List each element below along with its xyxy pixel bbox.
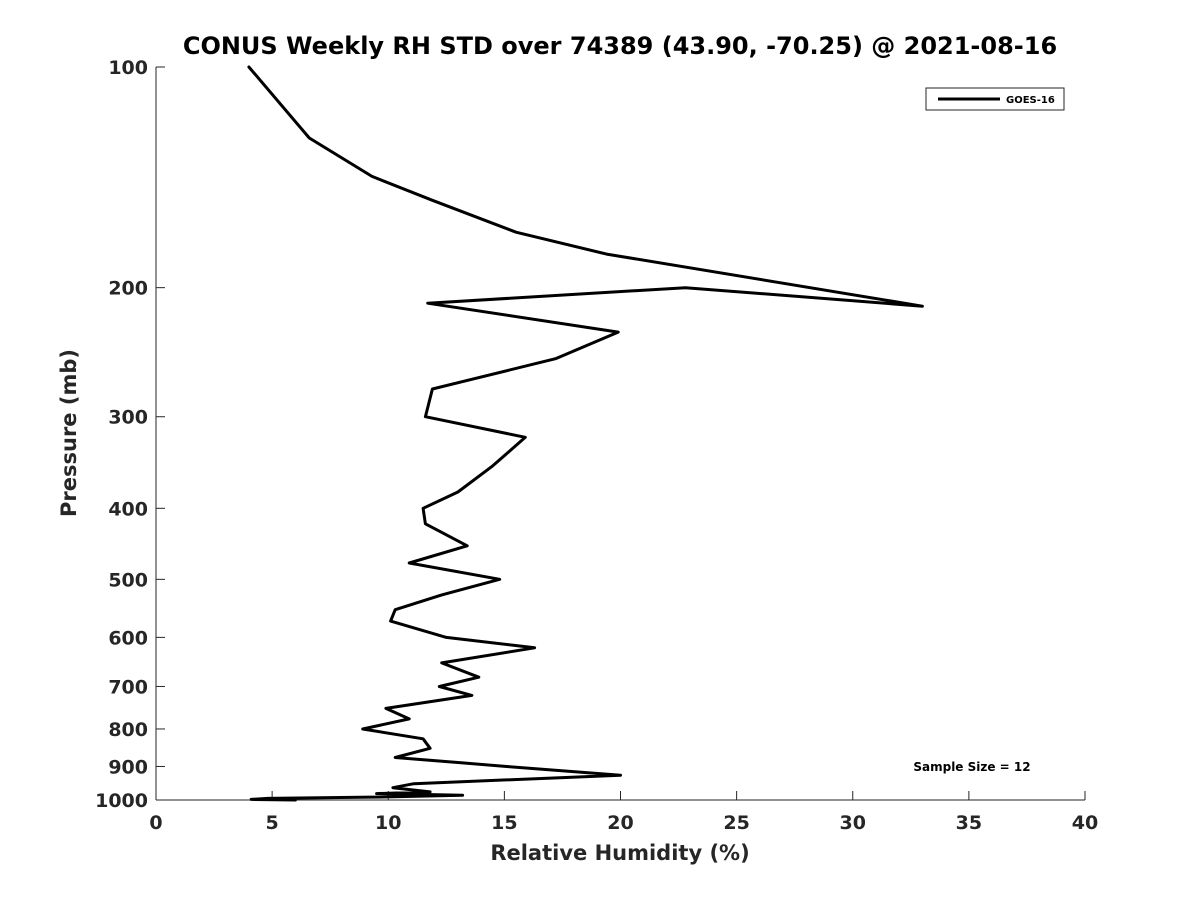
x-tick-label: 35 (956, 812, 982, 834)
series-line-0 (247, 65, 924, 802)
x-tick-label: 20 (607, 812, 633, 834)
x-tick-label: 40 (1072, 812, 1098, 834)
y-tick-label: 900 (108, 756, 148, 778)
y-axis-label: Pressure (mb) (57, 349, 81, 517)
y-tick-label: 700 (108, 676, 148, 698)
x-tick-label: 25 (723, 812, 749, 834)
y-tick-label: 500 (108, 569, 148, 591)
x-axis-label: Relative Humidity (%) (490, 841, 749, 865)
x-tick-label: 15 (491, 812, 517, 834)
plot-area (156, 67, 1085, 800)
x-tick-label: 10 (375, 812, 401, 834)
y-tick-label: 400 (108, 498, 148, 520)
y-tick-label: 600 (108, 627, 148, 649)
x-ticks: 0 5 10 15 20 25 30 35 40 (149, 791, 1098, 834)
y-tick-label: 300 (108, 407, 148, 429)
legend: GOES-16 (925, 87, 1065, 111)
x-tick-label: 30 (840, 812, 866, 834)
series-layer (247, 65, 924, 802)
chart-title: CONUS Weekly RH STD over 74389 (43.90, -… (183, 32, 1057, 60)
y-tick-label: 100 (108, 57, 148, 79)
x-tick-label: 0 (149, 812, 162, 834)
y-tick-label: 1000 (95, 790, 148, 812)
y-ticks: 100 200 300 400 500 600 700 800 900 1000 (95, 57, 165, 812)
x-tick-label: 5 (266, 812, 279, 834)
sample-size-annotation: Sample Size = 12 (913, 760, 1030, 774)
y-tick-label: 800 (108, 719, 148, 741)
y-tick-label: 200 (108, 278, 148, 300)
legend-label: GOES-16 (1006, 95, 1055, 106)
